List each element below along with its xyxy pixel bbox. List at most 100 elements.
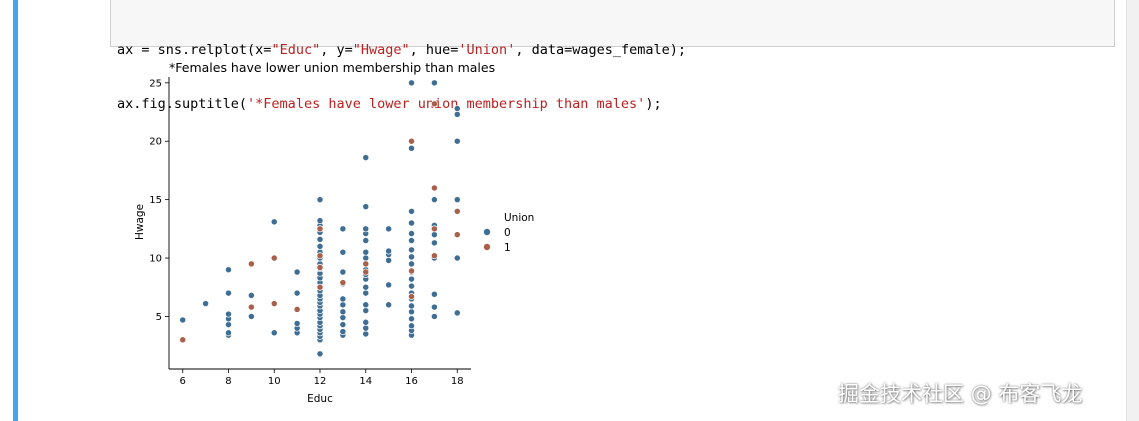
chart-points xyxy=(179,79,461,358)
x-tick-label: 14 xyxy=(359,376,372,387)
x-tick-label: 16 xyxy=(405,376,418,387)
x-tick-label: 12 xyxy=(314,376,327,387)
data-point-union-0 xyxy=(339,225,347,233)
data-point-union-0 xyxy=(408,308,415,316)
data-point-union-0 xyxy=(339,268,347,276)
data-point-union-1 xyxy=(430,225,438,233)
data-point-union-0 xyxy=(202,300,210,308)
code-string: 'Union' xyxy=(458,42,516,58)
x-axis-label: Educ xyxy=(307,393,333,405)
data-point-union-0 xyxy=(408,260,415,268)
data-point-union-0 xyxy=(408,315,415,323)
data-point-union-0 xyxy=(270,329,278,337)
data-point-union-1 xyxy=(408,137,415,145)
data-point-union-0 xyxy=(362,203,370,211)
code-token: , data=wages_female); xyxy=(515,42,687,58)
data-point-union-1 xyxy=(247,303,255,311)
watermark-text: 掘金技术社区 @ 布客飞龙 xyxy=(838,382,1083,406)
data-point-union-0 xyxy=(293,319,301,327)
notebook-scrollbar[interactable] xyxy=(1126,0,1139,421)
y-tick-label: 15 xyxy=(149,195,162,206)
data-point-union-1 xyxy=(316,252,324,260)
data-point-union-0 xyxy=(362,283,370,291)
legend-marker-1 xyxy=(482,242,491,251)
data-point-union-0 xyxy=(362,154,370,162)
data-point-union-1 xyxy=(453,207,461,215)
data-point-union-0 xyxy=(408,230,415,237)
data-point-union-0 xyxy=(316,217,324,225)
code-token: ); xyxy=(645,96,662,112)
x-tick-label: 6 xyxy=(180,376,186,387)
data-point-union-0 xyxy=(225,266,232,274)
legend-marker-0 xyxy=(482,227,491,236)
data-point-union-0 xyxy=(362,254,370,262)
y-axis-label: Hwage xyxy=(134,204,146,240)
data-point-union-0 xyxy=(385,256,393,264)
data-point-union-0 xyxy=(339,248,347,256)
code-string: "Educ" xyxy=(271,42,321,58)
data-point-union-0 xyxy=(430,79,438,87)
data-point-union-1 xyxy=(270,300,278,308)
chart-title: *Females have lower union membership tha… xyxy=(169,60,495,75)
chart-axes: 6 8 10 12 14 16 18 5 10 15 20 25 xyxy=(149,77,471,387)
data-point-union-0 xyxy=(247,312,255,320)
data-point-union-1 xyxy=(316,225,324,233)
y-tick-label: 10 xyxy=(149,254,162,265)
data-point-union-0 xyxy=(408,144,415,152)
y-tick-label: 25 xyxy=(149,78,162,89)
data-point-union-1 xyxy=(339,279,347,287)
data-point-union-0 xyxy=(408,275,415,283)
data-point-union-0 xyxy=(408,237,415,244)
data-point-union-0 xyxy=(247,291,255,299)
data-point-union-0 xyxy=(362,307,370,315)
code-cell-input[interactable]: ax = sns.relplot(x="Educ", y="Hwage", hu… xyxy=(110,0,1115,112)
data-point-union-0 xyxy=(453,137,461,145)
code-token: , y= xyxy=(320,42,353,58)
data-point-union-0 xyxy=(385,281,393,289)
x-tick-label: 8 xyxy=(225,376,231,387)
data-point-union-0 xyxy=(408,282,415,290)
code-string: "Hwage" xyxy=(352,42,410,58)
data-point-union-0 xyxy=(362,237,370,244)
data-point-union-0 xyxy=(293,289,301,297)
legend-title: Union xyxy=(504,212,534,224)
data-point-union-0 xyxy=(430,303,438,311)
code-token: ax = sns.relplot(x= xyxy=(117,42,272,58)
data-point-union-1 xyxy=(316,263,324,271)
data-point-union-0 xyxy=(408,302,415,310)
y-tick-label: 5 xyxy=(156,312,162,323)
data-point-union-0 xyxy=(339,295,347,303)
data-point-union-1 xyxy=(430,100,438,108)
x-tick-label: 18 xyxy=(451,376,464,387)
data-point-union-0 xyxy=(362,318,370,326)
data-point-union-0 xyxy=(408,207,415,215)
data-point-union-0 xyxy=(362,324,370,332)
data-point-union-0 xyxy=(316,350,324,358)
scatter-plot: *Females have lower union membership tha… xyxy=(134,60,534,405)
data-point-union-1 xyxy=(362,260,370,268)
data-point-union-0 xyxy=(453,254,461,262)
data-point-union-0 xyxy=(362,330,370,338)
data-point-union-0 xyxy=(362,225,370,233)
data-point-union-1 xyxy=(247,260,255,268)
data-point-union-0 xyxy=(453,196,461,204)
data-point-union-0 xyxy=(293,268,301,276)
data-point-union-0 xyxy=(339,301,347,309)
code-token: , hue= xyxy=(409,42,459,58)
data-point-union-0 xyxy=(225,289,232,297)
data-point-union-0 xyxy=(225,329,232,337)
data-point-union-0 xyxy=(179,316,187,324)
data-point-union-0 xyxy=(362,248,370,256)
data-point-union-0 xyxy=(430,239,438,247)
data-point-union-0 xyxy=(225,321,232,329)
data-point-union-0 xyxy=(385,301,393,309)
y-tick-label: 20 xyxy=(149,137,162,148)
x-tick-label: 10 xyxy=(268,376,281,387)
data-point-union-0 xyxy=(430,231,438,239)
data-point-union-1 xyxy=(408,267,415,275)
data-point-union-0 xyxy=(385,225,393,233)
data-point-union-0 xyxy=(339,308,347,316)
data-point-union-0 xyxy=(225,310,232,318)
data-point-union-1 xyxy=(430,252,438,260)
